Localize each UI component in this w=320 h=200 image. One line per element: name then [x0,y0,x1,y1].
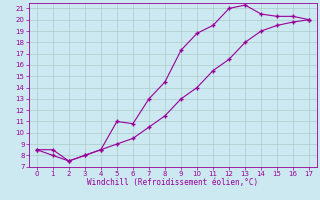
X-axis label: Windchill (Refroidissement éolien,°C): Windchill (Refroidissement éolien,°C) [87,178,259,187]
